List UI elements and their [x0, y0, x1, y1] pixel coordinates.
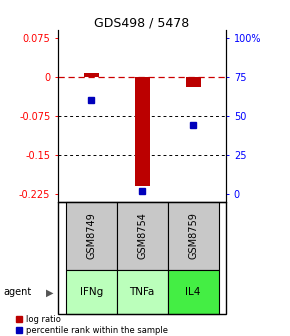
Bar — [66, 270, 117, 314]
Bar — [168, 202, 219, 270]
Bar — [66, 202, 117, 270]
Legend: log ratio, percentile rank within the sample: log ratio, percentile rank within the sa… — [16, 315, 168, 335]
Text: agent: agent — [3, 287, 31, 297]
Title: GDS498 / 5478: GDS498 / 5478 — [95, 16, 190, 29]
Bar — [84, 73, 99, 77]
Bar — [135, 77, 150, 186]
Text: GSM8749: GSM8749 — [86, 213, 96, 259]
Bar — [117, 270, 168, 314]
Text: TNFa: TNFa — [129, 287, 155, 297]
Text: IL4: IL4 — [185, 287, 201, 297]
Text: GSM8759: GSM8759 — [188, 213, 198, 259]
Bar — [117, 202, 168, 270]
Bar — [186, 77, 200, 87]
Text: GSM8754: GSM8754 — [137, 213, 147, 259]
Bar — [168, 270, 219, 314]
Text: ▶: ▶ — [46, 287, 54, 297]
Text: IFNg: IFNg — [79, 287, 103, 297]
